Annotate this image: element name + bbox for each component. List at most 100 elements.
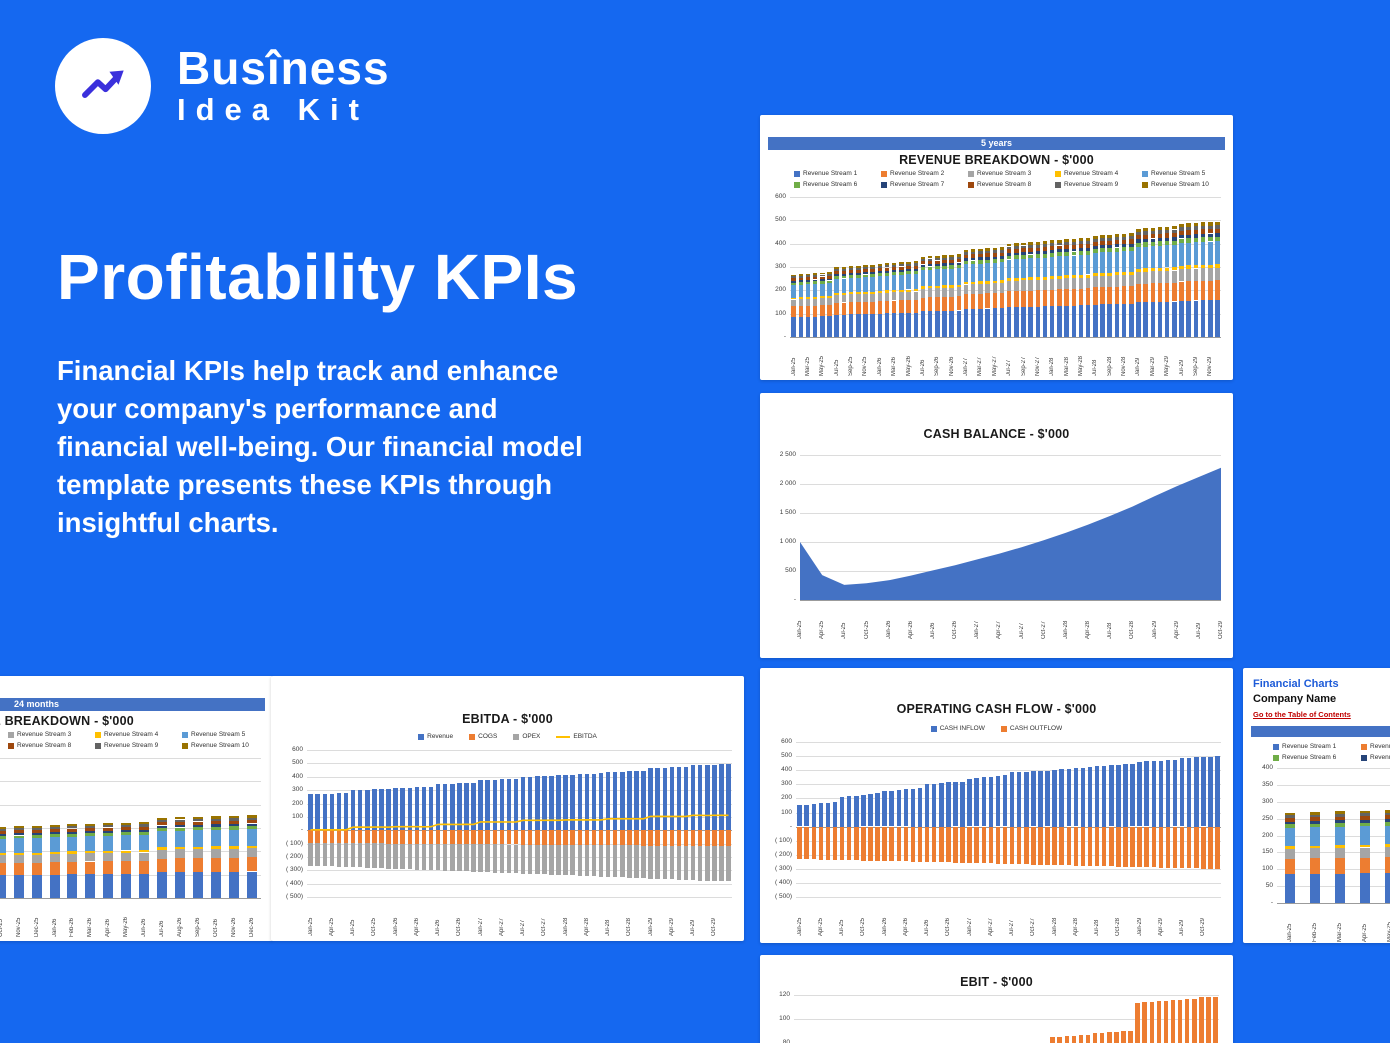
x-axis-tick-label: Jan-27 — [963, 357, 969, 376]
gridline — [790, 243, 1221, 245]
legend-label: Revenue Stream 5 — [191, 731, 246, 738]
bar-segment — [1284, 824, 1295, 828]
bar-segment — [365, 830, 370, 844]
period-badge: 5 years — [768, 137, 1225, 150]
bar-segment — [1078, 274, 1084, 278]
bar-segment — [527, 776, 533, 831]
bar-segment — [1057, 242, 1062, 246]
bar-segment — [414, 843, 419, 870]
bar-segment — [1200, 264, 1206, 269]
legend-item: Revenue Stream 4 — [1055, 169, 1142, 178]
bar-segment — [999, 293, 1005, 309]
x-axis-tick-label: Apr-27 — [987, 917, 994, 936]
bar-segment — [308, 830, 313, 843]
bar-segment — [121, 822, 132, 825]
legend-label: CASH OUTFLOW — [1009, 725, 1063, 732]
bar-segment — [1006, 307, 1012, 337]
bar-segment — [1186, 268, 1191, 282]
bar-segment — [1129, 250, 1134, 272]
x-axis-tick-label: Apr-28 — [1085, 620, 1092, 639]
bar-segment — [1078, 241, 1084, 245]
bar-segment — [1100, 304, 1105, 337]
bar-segment — [1193, 265, 1199, 269]
bar-segment — [1156, 1001, 1161, 1043]
bar-segment — [457, 783, 462, 831]
bar-segment — [985, 257, 990, 260]
bar-segment — [1087, 826, 1093, 866]
bar-segment — [414, 830, 419, 844]
bar-segment — [1057, 278, 1062, 290]
gridline — [1277, 768, 1390, 769]
bar-segment — [157, 817, 168, 820]
bar-segment — [832, 801, 838, 827]
bar-segment — [157, 819, 168, 823]
bar-segment — [906, 269, 911, 272]
bar-segment — [870, 264, 875, 267]
bar-segment — [549, 775, 554, 831]
bar-segment — [542, 775, 547, 831]
gridline — [794, 1019, 1219, 1020]
bar-segment — [49, 851, 60, 854]
bar-segment — [513, 830, 519, 845]
bar-segment — [0, 863, 6, 876]
bar-segment — [891, 290, 897, 293]
bar-segment — [103, 825, 114, 828]
bar-segment — [1129, 271, 1134, 275]
bar-segment — [820, 272, 825, 275]
bar-segment — [1009, 826, 1015, 864]
bar-segment — [1057, 275, 1062, 279]
bar-segment — [891, 270, 897, 273]
gridline — [796, 756, 1221, 758]
x-axis-tick-label: Mar-26 — [87, 917, 94, 937]
company-name: Company Name — [1253, 693, 1337, 705]
bar-segment — [1158, 760, 1163, 827]
bar-segment — [85, 853, 96, 862]
bar-segment — [841, 292, 847, 295]
legend-marker — [1055, 181, 1061, 188]
bar-segment — [891, 262, 897, 265]
bar-segment — [870, 266, 875, 269]
bar-segment — [1107, 244, 1112, 248]
bar-segment — [1059, 826, 1064, 866]
bar-segment — [927, 311, 933, 337]
bar-segment — [1071, 248, 1076, 252]
x-axis-tick-label: Jan-28 — [1062, 620, 1069, 639]
bar-segment — [1164, 226, 1170, 230]
bar-segment — [899, 266, 904, 270]
bar-segment — [1384, 822, 1390, 826]
bar-segment — [1143, 302, 1148, 337]
bar-segment — [1334, 811, 1345, 814]
bar-segment — [970, 254, 976, 258]
bar-segment — [1057, 245, 1062, 250]
bar-segment — [1284, 858, 1295, 875]
bar-segment — [577, 845, 582, 876]
table-of-contents-link[interactable]: Go to the Table of Contents — [1253, 710, 1351, 719]
bar-segment — [856, 314, 861, 337]
bar-segment — [193, 858, 204, 872]
bar-segment — [697, 765, 703, 831]
bar-segment — [1107, 240, 1112, 245]
bar-segment — [935, 310, 940, 337]
bar-segment — [428, 843, 434, 871]
bar-segment — [1042, 241, 1048, 245]
legend-item: Revenue Stream 1 — [794, 169, 881, 178]
bar-segment — [211, 821, 222, 825]
bar-segment — [827, 278, 832, 281]
bar-segment — [1164, 229, 1170, 234]
bar-segment — [485, 844, 490, 873]
bar-segment — [247, 845, 257, 849]
bar-segment — [1128, 1031, 1133, 1043]
y-axis-tick-label: 100 — [781, 808, 792, 816]
bar-segment — [1057, 252, 1062, 257]
bar-segment — [1064, 249, 1069, 252]
bar-segment — [0, 828, 6, 831]
bar-segment — [139, 826, 150, 830]
bar-segment — [669, 845, 674, 880]
bar-segment — [1035, 277, 1041, 280]
bar-segment — [1107, 234, 1112, 238]
bar-segment — [350, 843, 356, 868]
bar-segment — [1035, 247, 1041, 252]
x-axis-tick-label: Feb-26 — [69, 917, 76, 937]
legend: Revenue Stream 1 Revenue Stream 2 Revenue … — [1273, 742, 1390, 762]
bar-segment — [927, 269, 933, 286]
